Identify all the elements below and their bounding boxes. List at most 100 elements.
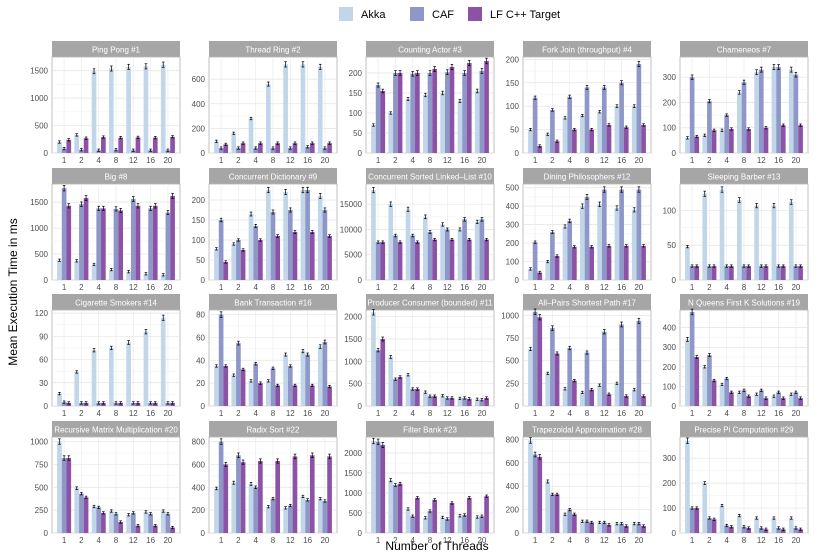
bar-akka-1 — [214, 366, 219, 406]
y-tick-label: 250 — [35, 506, 49, 515]
x-tick-label: 16 — [460, 156, 469, 165]
bar-lf-c-target-1 — [223, 144, 229, 153]
x-tick-label: 12 — [757, 156, 766, 165]
bar-lf-c-target-2 — [240, 462, 246, 533]
bar-akka-4 — [248, 483, 254, 533]
bar-caf-1 — [375, 350, 381, 406]
bar-caf-12 — [444, 397, 450, 406]
bar-lf-c-target-4 — [415, 389, 420, 406]
x-tick-label: 12 — [286, 536, 295, 545]
x-tick-label: 4 — [724, 409, 729, 418]
bar-lf-c-target-4 — [729, 266, 734, 280]
y-tick-label: 50 — [196, 256, 205, 265]
bar-caf-20 — [165, 513, 171, 533]
panel-n-queens-first-k-solutions-19: N Queens First K Solutions #19 0 100 200 300… — [663, 294, 809, 418]
x-tick-label: 8 — [585, 283, 590, 292]
bar-lf-c-target-8 — [589, 129, 595, 153]
x-tick-label: 16 — [774, 156, 783, 165]
x-tick-label: 1 — [376, 409, 381, 418]
bar-akka-2 — [231, 244, 237, 280]
bar-caf-20 — [479, 399, 485, 406]
bar-akka-20 — [317, 196, 323, 280]
bar-akka-4 — [405, 99, 411, 153]
bar-lf-c-target-2 — [240, 250, 246, 280]
bar-lf-c-target-16 — [623, 396, 629, 406]
panel-title: Cigarette Smokers #14 — [75, 299, 157, 308]
x-tick-label: 1 — [62, 409, 67, 418]
y-tick-label: 0 — [672, 529, 677, 538]
x-tick-label: 16 — [774, 409, 783, 418]
bar-lf-c-target-16 — [309, 143, 315, 153]
bar-akka-1 — [528, 440, 533, 533]
x-tick-label: 8 — [428, 409, 433, 418]
bar-lf-c-target-4 — [729, 392, 734, 406]
y-tick-label: 90 — [39, 332, 48, 341]
bar-lf-c-target-2 — [83, 138, 89, 153]
bar-lf-c-target-1 — [694, 266, 700, 280]
bar-akka-8 — [108, 269, 114, 280]
x-tick-label: 4 — [96, 156, 101, 165]
bar-lf-c-target-8 — [746, 266, 752, 280]
bar-caf-12 — [444, 229, 450, 280]
y-tick-label: 5000 — [344, 251, 362, 260]
bar-akka-2 — [74, 488, 80, 533]
panel-title: Big #8 — [105, 173, 128, 182]
bar-lf-c-target-20 — [798, 266, 803, 280]
bar-akka-20 — [474, 221, 480, 280]
bar-caf-8 — [427, 232, 433, 280]
bar-akka-20 — [474, 91, 480, 153]
bar-caf-16 — [619, 82, 624, 153]
x-tick-label: 4 — [567, 156, 572, 165]
x-tick-label: 12 — [129, 409, 138, 418]
x-tick-label: 1 — [62, 536, 67, 545]
x-tick-label: 1 — [533, 409, 538, 418]
bar-lf-c-target-20 — [170, 195, 175, 280]
y-axis-title: Mean Execution Time in ms — [6, 218, 20, 365]
y-tick-label: 300 — [663, 454, 677, 463]
bar-lf-c-target-12 — [449, 239, 455, 280]
y-tick-label: 200 — [192, 124, 206, 133]
bar-akka-12 — [283, 192, 288, 280]
bar-caf-16 — [619, 523, 624, 533]
panel-strip — [209, 294, 337, 310]
bar-caf-4 — [724, 115, 730, 153]
bar-caf-2 — [550, 232, 555, 280]
bar-caf-2 — [79, 493, 84, 533]
bar-lf-c-target-20 — [327, 386, 332, 406]
bar-lf-c-target-4 — [572, 514, 577, 533]
y-tick-label: 200 — [506, 55, 520, 64]
y-tick-label: 500 — [349, 380, 363, 389]
x-tick-label: 12 — [443, 409, 452, 418]
bar-lf-c-target-1 — [380, 242, 386, 280]
bar-akka-20 — [160, 511, 166, 533]
panel-title: Radix Sort #22 — [247, 426, 300, 435]
panel-title: Trapezoidal Approximation #28 — [532, 426, 643, 435]
x-tick-label: 12 — [129, 156, 138, 165]
y-tick-label: 500 — [35, 250, 49, 259]
bar-lf-c-target-16 — [152, 137, 158, 153]
bar-lf-c-target-4 — [258, 383, 263, 406]
bar-caf-20 — [165, 212, 171, 280]
bar-akka-4 — [719, 505, 725, 533]
panel-strip — [523, 294, 651, 310]
bar-akka-2 — [388, 480, 394, 533]
y-tick-label: 1000 — [30, 94, 48, 103]
bar-lf-c-target-1 — [223, 464, 229, 533]
bar-akka-2 — [702, 135, 708, 153]
bar-caf-20 — [636, 523, 642, 533]
bar-caf-20 — [636, 64, 642, 153]
bar-lf-c-target-16 — [466, 398, 472, 406]
bar-caf-12 — [758, 69, 764, 153]
x-tick-label: 16 — [146, 156, 155, 165]
y-tick-label: 0 — [44, 149, 49, 158]
bar-akka-8 — [422, 517, 428, 533]
bar-caf-1 — [375, 85, 381, 153]
bar-akka-8 — [422, 95, 428, 153]
bar-akka-20 — [788, 394, 794, 406]
bar-caf-16 — [462, 397, 467, 406]
x-tick-label: 2 — [707, 536, 712, 545]
bar-akka-1 — [685, 137, 690, 153]
